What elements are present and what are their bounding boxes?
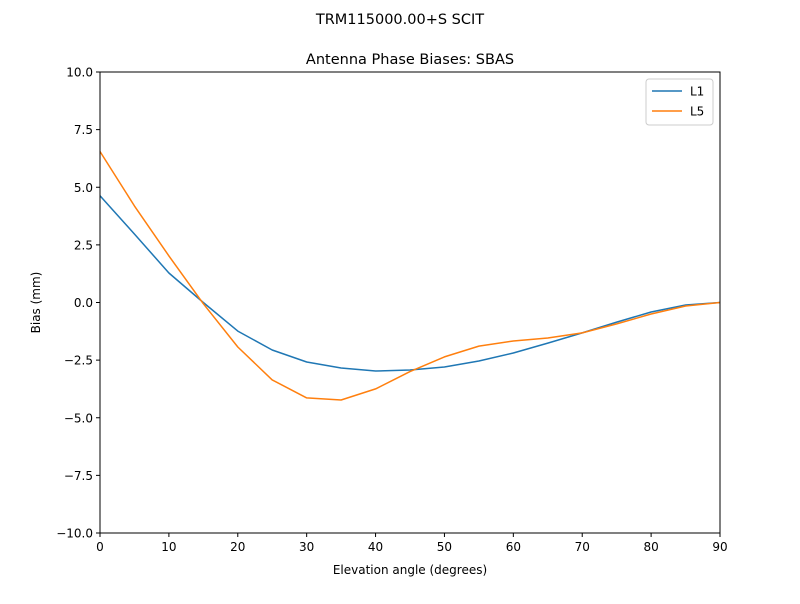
y-tick-label: 5.0 — [74, 181, 93, 195]
y-tick-label: −7.5 — [64, 469, 93, 483]
x-tick-label: 10 — [161, 540, 176, 554]
x-tick-label: 20 — [230, 540, 245, 554]
x-tick-label: 60 — [506, 540, 521, 554]
series-line-l5 — [99, 151, 721, 401]
y-tick-label: 0.0 — [74, 296, 93, 310]
ticks: 0 10 20 30 40 50 60 70 80 90 −10.0 −7.5 −5.0 −2.5 0.0 2… — [56, 66, 727, 555]
axes-title: Antenna Phase Biases: SBAS — [306, 52, 514, 68]
y-axis-label: Bias (mm) — [29, 272, 43, 334]
series-line-l1 — [99, 195, 721, 372]
y-tick-label: −10.0 — [56, 527, 93, 541]
x-tick-label: 50 — [437, 540, 452, 554]
y-tick-label: 7.5 — [74, 123, 93, 137]
legend-label: L1 — [690, 85, 704, 99]
y-tick-label: 10.0 — [66, 66, 93, 80]
axes-frame — [99, 71, 721, 534]
x-axis-label: Elevation angle (degrees) — [333, 563, 487, 577]
figure-title: TRM115000.00+S SCIT — [315, 12, 484, 28]
y-tick-label: 2.5 — [74, 238, 93, 252]
x-tick-label: 30 — [299, 540, 314, 554]
x-tick-label: 0 — [96, 540, 104, 554]
x-tick-label: 40 — [368, 540, 383, 554]
series-lines — [99, 151, 721, 401]
legend-label: L5 — [690, 105, 704, 119]
x-tick-label: 90 — [712, 540, 727, 554]
y-tick-label: −2.5 — [64, 354, 93, 368]
y-tick-label: −5.0 — [64, 411, 93, 425]
x-tick-label: 80 — [643, 540, 658, 554]
x-tick-label: 70 — [575, 540, 590, 554]
